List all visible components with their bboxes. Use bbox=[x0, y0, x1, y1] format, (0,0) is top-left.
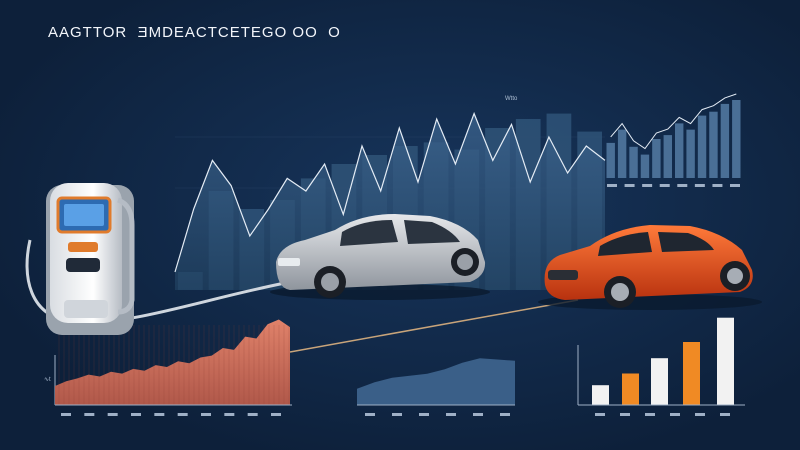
top-right-bar-chart bbox=[606, 93, 741, 187]
mini-bar-6 bbox=[675, 123, 684, 178]
mini-tick-2 bbox=[642, 184, 653, 187]
coral-tick-5 bbox=[177, 413, 188, 416]
bottom-center-area-chart bbox=[357, 358, 515, 416]
mini-bar-2 bbox=[629, 146, 638, 178]
bars-tick-1 bbox=[620, 413, 630, 416]
blue-tick-2 bbox=[419, 413, 429, 416]
peak-tag-label: Wtto bbox=[505, 96, 518, 102]
blue-area-fill bbox=[357, 358, 515, 405]
blue-tick-0 bbox=[365, 413, 375, 416]
mini-tick-3 bbox=[659, 184, 670, 187]
mini-tick-7 bbox=[730, 184, 740, 187]
silver-sedan-icon bbox=[270, 214, 490, 300]
coral-tick-8 bbox=[247, 413, 258, 416]
power-line bbox=[289, 299, 579, 353]
central-area-line bbox=[174, 111, 606, 273]
mini-bar-5 bbox=[663, 135, 672, 178]
mini-bar-7 bbox=[686, 129, 695, 178]
mini-bar-8 bbox=[697, 115, 707, 178]
ev-charging-station-icon bbox=[46, 183, 135, 335]
bars-tick-0 bbox=[595, 413, 605, 416]
mini-bar-11 bbox=[732, 100, 741, 178]
coral-tick-2 bbox=[107, 413, 118, 416]
mini-tick-1 bbox=[624, 184, 635, 187]
mini-bar-3 bbox=[640, 154, 650, 178]
page-title: AAGTTOR ƎMDEACTCETEGO OO O bbox=[48, 24, 341, 41]
coral-tick-4 bbox=[154, 413, 165, 416]
mini-bar-0 bbox=[606, 142, 615, 178]
mini-bar-trend-line bbox=[610, 93, 737, 150]
coral-tick-6 bbox=[201, 413, 211, 416]
bottom-bar-3 bbox=[683, 342, 700, 405]
blue-tick-3 bbox=[446, 413, 456, 416]
bottom-bar-4 bbox=[717, 317, 734, 405]
coral-tick-3 bbox=[131, 413, 141, 416]
bottom-bar-1 bbox=[622, 373, 639, 405]
y-tick-label: ∿t bbox=[44, 377, 51, 383]
blue-tick-1 bbox=[392, 413, 402, 416]
mini-bar-9 bbox=[709, 111, 718, 178]
mini-tick-4 bbox=[677, 184, 688, 187]
bars-tick-4 bbox=[695, 413, 705, 416]
bars-tick-2 bbox=[645, 413, 655, 416]
blue-tick-4 bbox=[473, 413, 483, 416]
mini-bar-4 bbox=[652, 139, 661, 178]
coral-area-fill bbox=[55, 319, 290, 405]
bars-tick-5 bbox=[720, 413, 730, 416]
bottom-left-area-chart bbox=[54, 319, 292, 416]
red-sports-car-icon bbox=[538, 225, 762, 310]
bottom-bar-2 bbox=[651, 358, 668, 405]
mini-tick-0 bbox=[607, 184, 617, 187]
bars-tick-3 bbox=[670, 413, 680, 416]
mini-bar-10 bbox=[720, 103, 730, 178]
bottom-bar-0 bbox=[592, 385, 609, 405]
blue-tick-5 bbox=[500, 413, 510, 416]
coral-tick-0 bbox=[61, 413, 71, 416]
coral-tick-1 bbox=[84, 413, 95, 416]
coral-tick-7 bbox=[224, 413, 235, 416]
mini-tick-6 bbox=[712, 184, 723, 187]
central-area-fill bbox=[175, 113, 605, 290]
central-wave-chart bbox=[174, 111, 606, 290]
coral-tick-9 bbox=[271, 413, 281, 416]
mini-bar-1 bbox=[617, 129, 627, 178]
bottom-right-bar-chart bbox=[577, 317, 745, 416]
mini-tick-5 bbox=[694, 184, 705, 187]
